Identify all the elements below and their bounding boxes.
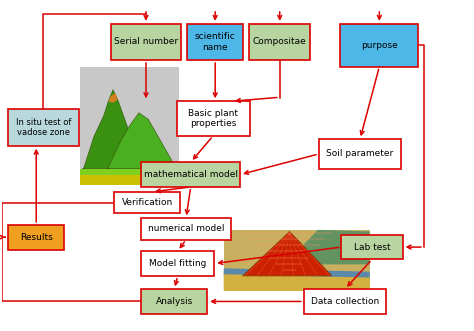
Text: Model fitting: Model fitting [149,259,207,268]
Text: mathematical model: mathematical model [144,170,237,179]
FancyBboxPatch shape [141,289,207,314]
FancyBboxPatch shape [177,101,250,136]
FancyBboxPatch shape [187,24,244,60]
Polygon shape [224,273,370,291]
Text: Data collection: Data collection [311,297,379,306]
FancyBboxPatch shape [110,24,181,60]
Polygon shape [106,113,177,172]
FancyBboxPatch shape [141,218,231,240]
Polygon shape [80,169,179,185]
FancyBboxPatch shape [340,24,418,67]
Text: Basic plant
properties: Basic plant properties [188,109,238,128]
FancyBboxPatch shape [141,251,214,276]
Text: numerical model: numerical model [148,224,224,233]
Polygon shape [224,268,370,278]
Text: Compositae: Compositae [253,37,307,46]
Text: Lab test: Lab test [354,243,391,252]
FancyBboxPatch shape [249,24,310,60]
Text: Analysis: Analysis [155,297,193,306]
Polygon shape [82,90,141,172]
FancyBboxPatch shape [8,110,79,146]
Text: Soil parameter: Soil parameter [327,150,393,159]
FancyBboxPatch shape [341,235,402,260]
Text: Results: Results [20,233,53,242]
Polygon shape [108,93,118,103]
Polygon shape [243,231,332,276]
FancyBboxPatch shape [319,139,401,169]
FancyBboxPatch shape [114,192,180,213]
Text: purpose: purpose [361,41,398,50]
Bar [80,67,179,185]
Bar [224,230,370,291]
Text: Verification: Verification [122,198,173,207]
FancyBboxPatch shape [8,225,64,250]
FancyBboxPatch shape [141,162,240,187]
Text: In situ test of
vadose zone: In situ test of vadose zone [16,118,71,137]
FancyBboxPatch shape [304,289,386,314]
Text: scientific
name: scientific name [195,32,236,52]
Polygon shape [80,169,179,175]
Polygon shape [285,230,370,264]
Text: Serial number: Serial number [114,37,178,46]
